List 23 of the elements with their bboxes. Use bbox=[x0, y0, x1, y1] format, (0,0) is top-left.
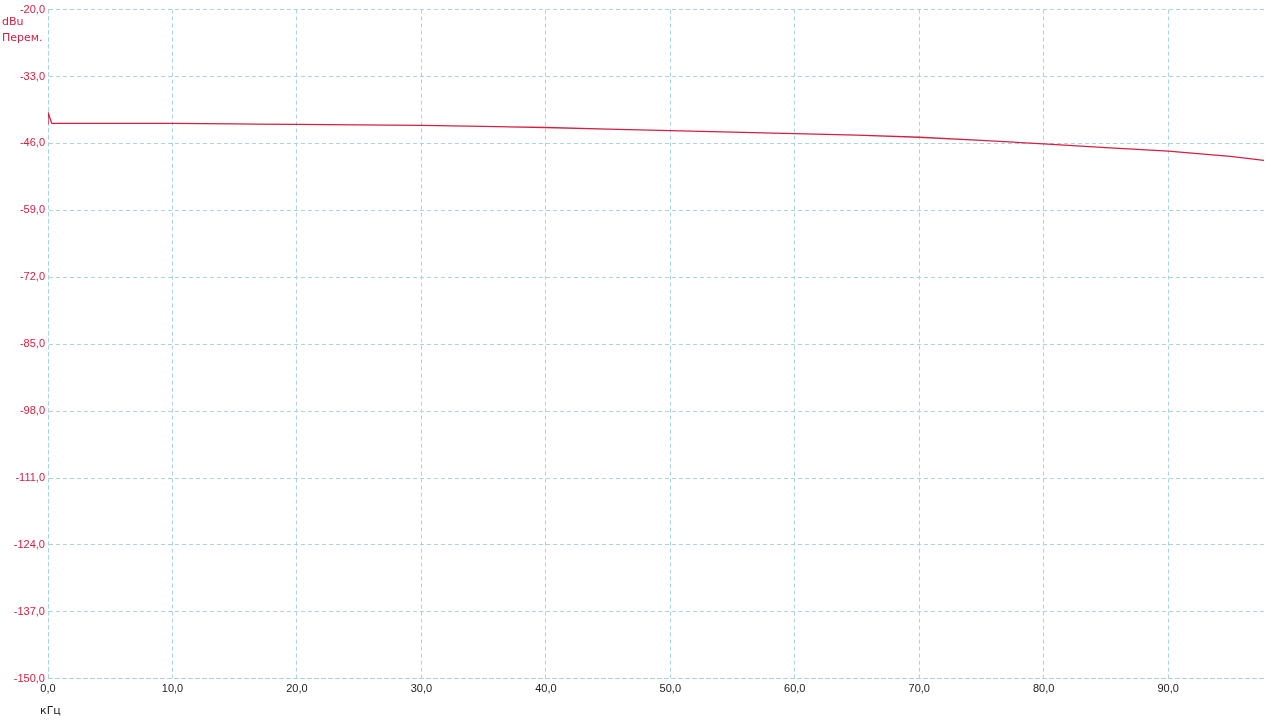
x-tick-label: 90,0 bbox=[1157, 682, 1179, 695]
y-tick-label: -150,0 bbox=[13, 671, 45, 684]
x-tick-label: 80,0 bbox=[1032, 682, 1055, 695]
y-tick-label: -111,0 bbox=[15, 471, 45, 484]
x-tick-label: 10,0 bbox=[161, 682, 184, 695]
x-tick-label: 40,0 bbox=[535, 682, 557, 695]
x-tick-label: 20,0 bbox=[286, 682, 308, 695]
x-tick-label: 0,0 bbox=[40, 682, 56, 695]
y-tick-label: -137,0 bbox=[13, 604, 45, 617]
y-tick-label: -59,0 bbox=[19, 203, 45, 216]
y-tick-label: -124,0 bbox=[13, 537, 45, 550]
y-tick-label: -46,0 bbox=[19, 136, 45, 149]
y-axis-title: dBu Перем. bbox=[2, 15, 44, 46]
y-tick-label: -33,0 bbox=[19, 69, 45, 82]
y-tick-label: -20,0 bbox=[19, 2, 45, 15]
y-tick-label: -72,0 bbox=[19, 270, 45, 283]
x-tick-label: 70,0 bbox=[908, 682, 930, 695]
y-tick-label: -85,0 bbox=[19, 337, 45, 350]
y-tick-label: -98,0 bbox=[19, 404, 45, 417]
x-tick-label: 60,0 bbox=[784, 682, 806, 695]
x-axis-title: кГц bbox=[40, 704, 61, 717]
x-tick-label: 30,0 bbox=[410, 682, 433, 695]
x-tick-label: 50,0 bbox=[659, 682, 682, 695]
